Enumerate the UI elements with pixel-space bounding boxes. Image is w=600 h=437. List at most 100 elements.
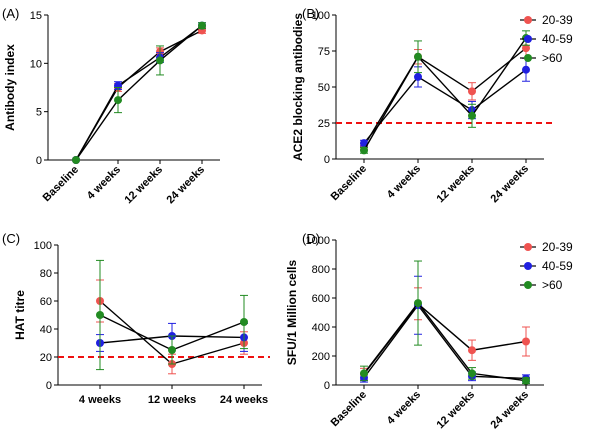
y-tick-label: 80	[40, 268, 52, 280]
legend-marker	[524, 35, 532, 43]
panel-label: (C)	[2, 231, 20, 246]
legend-marker	[524, 243, 532, 251]
legend-label: 40-59	[542, 32, 573, 46]
data-point	[240, 318, 248, 326]
y-tick-label: 20	[40, 352, 52, 364]
data-point	[72, 156, 80, 164]
y-tick-label: 1000	[306, 235, 330, 247]
y-tick-label: 75	[318, 46, 330, 58]
data-point	[522, 376, 530, 385]
series-line	[363, 69, 527, 144]
panel-1: (A) 0 5 10 15 Antibody index Baseline 4 weeks 12…	[2, 6, 220, 206]
series-line	[363, 47, 527, 147]
x-tick-label: Baseline	[41, 164, 81, 204]
panel-label: (B)	[302, 6, 319, 21]
y-tick-label: 600	[312, 293, 330, 305]
data-point	[468, 346, 476, 355]
data-point	[96, 311, 104, 319]
series-2	[360, 275, 530, 383]
data-point	[522, 44, 530, 53]
x-tick-label: 24 weeks	[220, 394, 268, 406]
y-tick-label: 100	[312, 10, 330, 22]
y-tick-label: 100	[34, 240, 52, 252]
x-tick-label: Baseline	[329, 163, 369, 203]
data-point	[468, 369, 476, 378]
panel-label: (A)	[2, 6, 19, 21]
panel-2: (B) 0 25 50 75 100 ACE2 blocking antibodies Bas…	[291, 6, 573, 205]
series-3	[96, 259, 248, 371]
y-axis-title: SFU/1 Million cells	[285, 259, 299, 365]
series-2	[72, 21, 206, 164]
y-tick-label: 0	[36, 155, 42, 167]
data-point	[468, 111, 476, 120]
y-axis-title: ACE2 blocking antibodies	[291, 13, 305, 161]
x-tick-label: 24 weeks	[164, 164, 207, 207]
y-tick-label: 50	[318, 82, 330, 94]
series-3	[360, 30, 530, 155]
y-tick-label: 200	[312, 351, 330, 363]
y-tick-label: 800	[312, 264, 330, 276]
data-point	[360, 369, 368, 378]
legend-marker	[524, 54, 532, 62]
legend: 20-39 40-59 >60	[520, 13, 573, 65]
legend-marker	[524, 16, 532, 24]
x-tick-label: 12 weeks	[434, 389, 477, 432]
y-tick-label: 15	[30, 10, 42, 22]
y-tick-label: 5	[36, 107, 42, 119]
panel-label: (D)	[302, 231, 320, 246]
y-tick-label: 0	[324, 154, 330, 166]
legend: 20-39 40-59 >60	[520, 240, 573, 292]
data-point	[468, 87, 476, 96]
data-point	[522, 337, 530, 346]
y-tick-label: 400	[312, 322, 330, 334]
data-point	[414, 52, 422, 61]
x-tick-label: Baseline	[329, 389, 369, 429]
data-point	[522, 65, 530, 74]
data-point	[360, 139, 368, 148]
x-tick-label: 12 weeks	[434, 163, 477, 206]
series-2	[360, 57, 530, 148]
panel-3: (C) 0 20 40 60 80 100 HAT titre 4 weeks 12 weeks 2…	[2, 231, 270, 406]
legend-label: 40-59	[542, 259, 573, 273]
x-tick-label: 12 weeks	[122, 164, 165, 207]
data-point	[168, 346, 176, 354]
x-tick-label: 4 weeks	[79, 394, 121, 406]
y-axis-title: HAT titre	[13, 290, 27, 340]
series-line	[363, 301, 527, 382]
legend-label: 20-39	[542, 240, 573, 254]
y-axis-title: Antibody index	[3, 44, 17, 131]
data-point	[156, 56, 164, 65]
series-3	[72, 21, 206, 164]
x-tick-label: 24 weeks	[488, 389, 531, 432]
y-tick-label: 10	[30, 58, 42, 70]
legend-label: 20-39	[542, 13, 573, 27]
y-tick-label: 0	[46, 380, 52, 392]
x-tick-label: 4 weeks	[385, 389, 423, 427]
x-tick-label: 4 weeks	[85, 164, 123, 202]
series-line	[75, 29, 203, 161]
x-tick-label: 12 weeks	[148, 394, 196, 406]
series-1	[72, 26, 206, 164]
data-point	[198, 21, 206, 30]
series-line	[363, 37, 527, 151]
data-point	[414, 299, 422, 308]
y-tick-label: 60	[40, 296, 52, 308]
y-tick-label: 40	[40, 324, 52, 336]
data-point	[114, 96, 122, 105]
data-point	[414, 72, 422, 81]
y-tick-label: 0	[324, 380, 330, 392]
series-line	[75, 25, 203, 161]
legend-label: >60	[542, 51, 563, 65]
legend-marker	[524, 281, 532, 289]
series-3	[360, 260, 530, 385]
panel-4: (D) 0 200 400 600 800 1000 SFU/1 Million cells B…	[285, 231, 573, 431]
y-tick-label: 25	[318, 118, 330, 130]
series-1	[360, 287, 530, 381]
data-point	[360, 146, 368, 155]
x-tick-label: 24 weeks	[488, 163, 531, 206]
legend-marker	[524, 262, 532, 270]
legend-label: >60	[542, 278, 563, 292]
series-line	[75, 25, 203, 161]
x-tick-label: 4 weeks	[385, 163, 423, 201]
